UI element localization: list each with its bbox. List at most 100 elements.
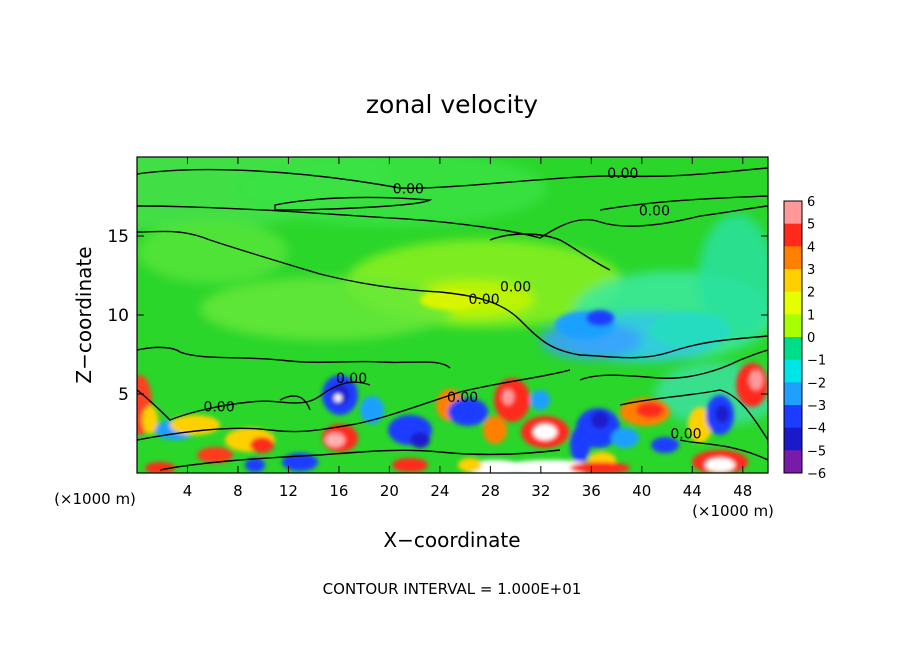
field-cell bbox=[715, 405, 729, 423]
colorbar-swatch bbox=[784, 337, 802, 361]
field-cell bbox=[530, 390, 550, 410]
field-cell bbox=[142, 406, 158, 434]
field-cell bbox=[591, 411, 609, 429]
field-cells bbox=[137, 290, 768, 473]
field-region bbox=[137, 220, 289, 284]
x-tick-label: 4 bbox=[183, 482, 193, 500]
field-cell bbox=[705, 458, 735, 472]
field-cell bbox=[502, 389, 514, 405]
field-cell bbox=[458, 458, 482, 472]
colorbar-tick-label: −3 bbox=[807, 399, 826, 414]
field-cell bbox=[570, 462, 630, 473]
colorbar-swatch bbox=[784, 382, 802, 406]
field-cell bbox=[170, 415, 220, 435]
colorbar-tick-label: 1 bbox=[807, 308, 815, 323]
colorbar-swatch bbox=[784, 427, 802, 451]
zero-contour-line bbox=[599, 195, 768, 211]
field-cell bbox=[586, 310, 614, 326]
colorbar-tick-label: −4 bbox=[807, 422, 826, 437]
field-cell bbox=[483, 416, 507, 444]
contour-label: 0.00 bbox=[670, 427, 701, 443]
x-tick-label: 24 bbox=[430, 482, 449, 500]
field-region bbox=[698, 213, 768, 341]
zero-contour-line bbox=[137, 205, 768, 239]
field-cell bbox=[533, 424, 557, 440]
field-cell bbox=[448, 398, 488, 426]
x-tick-label: 20 bbox=[380, 482, 399, 500]
field-cell bbox=[392, 458, 428, 472]
zero-contour-line bbox=[137, 167, 768, 189]
zero-contours bbox=[137, 167, 768, 471]
x-tick-label: 16 bbox=[329, 482, 348, 500]
field-cell bbox=[250, 437, 274, 453]
contour-interval-note: CONTOUR INTERVAL = 1.000E+01 bbox=[323, 580, 582, 598]
colorbar-swatch bbox=[784, 405, 802, 429]
x-tick-label: 40 bbox=[632, 482, 651, 500]
colorbar-swatch bbox=[784, 223, 802, 247]
contour-labels: 0.000.000.000.000.000.000.000.000.00 bbox=[203, 166, 701, 443]
colorbar-tick-label: −5 bbox=[807, 444, 826, 459]
x-tick-label: 28 bbox=[481, 482, 500, 500]
zero-contour-line bbox=[679, 439, 768, 461]
x-tick-label: 12 bbox=[279, 482, 298, 500]
colorbar-swatch bbox=[784, 269, 802, 293]
colorbar: 6 5 4 3 2 1 0 −1 −2 −3 −4 −5 −6 bbox=[783, 195, 826, 482]
field-cell bbox=[410, 432, 430, 448]
x-axis-label: X−coordinate bbox=[383, 528, 520, 552]
field-cell bbox=[282, 453, 318, 471]
contour-label: 0.00 bbox=[393, 182, 424, 198]
colorbar-tick-label: −1 bbox=[807, 354, 826, 369]
colorbar-tick-label: −2 bbox=[807, 376, 826, 391]
field-cell bbox=[334, 394, 342, 402]
heatmap-field bbox=[137, 157, 768, 473]
colorbar-swatch bbox=[784, 201, 802, 225]
contour-label: 0.00 bbox=[447, 390, 478, 406]
x-axis: 4 8 12 16 20 24 28 32 36 40 44 48 bbox=[183, 157, 752, 500]
zero-contour-line bbox=[137, 346, 451, 369]
zero-contour-line bbox=[159, 449, 561, 471]
y-axis-label: Z−coordinate bbox=[72, 246, 96, 383]
field-region bbox=[200, 277, 453, 341]
zero-contour-line bbox=[274, 196, 433, 211]
zero-contour-line bbox=[137, 369, 571, 441]
x-unit-left: (×1000 m) bbox=[54, 490, 136, 508]
field-cell bbox=[688, 407, 712, 443]
field-cell bbox=[197, 447, 233, 463]
colorbar-tick-label: −6 bbox=[807, 467, 826, 482]
y-tick-label: 15 bbox=[107, 227, 129, 247]
colorbar-tick-label: 6 bbox=[807, 195, 815, 210]
zero-contour-line bbox=[137, 230, 768, 359]
field-cell bbox=[360, 396, 384, 424]
colorbar-swatch bbox=[784, 314, 802, 338]
contour-label: 0.00 bbox=[336, 371, 367, 387]
zero-contour-line bbox=[489, 233, 611, 271]
zero-contour-line bbox=[619, 389, 768, 441]
colorbar-swatch bbox=[784, 359, 802, 383]
y-tick-label: 5 bbox=[118, 385, 129, 405]
field-cell bbox=[245, 458, 265, 472]
colorbar-tick-label: 2 bbox=[807, 286, 815, 301]
field-cell bbox=[611, 428, 639, 448]
x-tick-label: 8 bbox=[233, 482, 243, 500]
colorbar-swatch bbox=[784, 291, 802, 315]
x-unit-right: (×1000 m) bbox=[692, 502, 774, 520]
colorbar-frame bbox=[783, 200, 803, 474]
field-cell bbox=[651, 437, 679, 453]
x-tick-label: 44 bbox=[683, 482, 702, 500]
colorbar-tick-label: 0 bbox=[807, 331, 815, 346]
contour-label: 0.00 bbox=[639, 204, 670, 220]
contour-label: 0.00 bbox=[500, 280, 531, 296]
colorbar-tick-label: 3 bbox=[807, 263, 815, 278]
colorbar-swatch bbox=[784, 246, 802, 270]
field-cell bbox=[636, 402, 664, 418]
contour-label: 0.00 bbox=[203, 400, 234, 416]
field-cell bbox=[749, 370, 763, 390]
colorbar-tick-label: 4 bbox=[807, 240, 815, 255]
x-tick-label: 32 bbox=[531, 482, 550, 500]
y-axis: 5 10 15 bbox=[107, 227, 768, 405]
y-tick-label: 10 bbox=[107, 306, 129, 326]
field-cell bbox=[650, 312, 730, 348]
zero-contour-line bbox=[279, 395, 311, 411]
contour-label: 0.00 bbox=[468, 292, 499, 308]
